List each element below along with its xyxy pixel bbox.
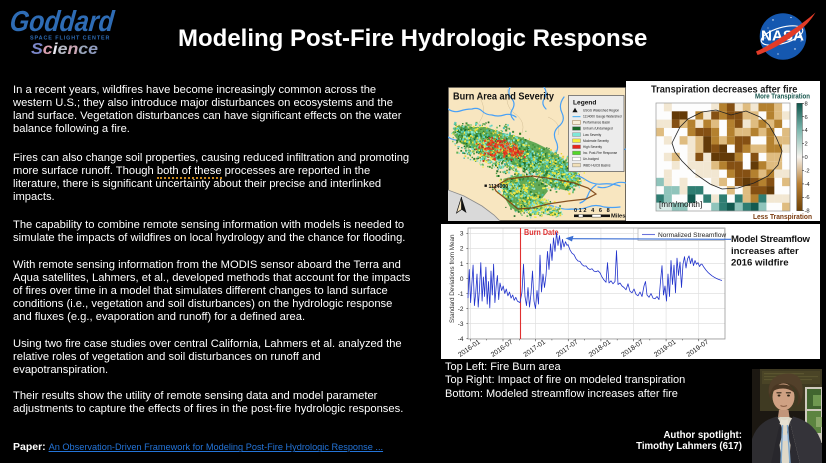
svg-text:Unburn./Undamaged: Unburn./Undamaged (583, 127, 613, 131)
svg-text:Transpiration decreases after: Transpiration decreases after fire (651, 85, 798, 96)
svg-text:Burn Date: Burn Date (524, 227, 559, 237)
svg-text:Science: Science (31, 41, 98, 58)
svg-text:1114000: 1114000 (489, 184, 509, 190)
svg-text:-2: -2 (458, 306, 464, 313)
svg-text:SPACE FLIGHT CENTER: SPACE FLIGHT CENTER (30, 36, 111, 42)
svg-text:[mm/month]: [mm/month] (659, 200, 702, 209)
svg-text:USGS Watershed Region: USGS Watershed Region (583, 108, 619, 112)
svg-text:-4: -4 (805, 182, 811, 188)
svg-text:0 1 2 4 6 8: 0 1 2 4 6 8 (574, 208, 610, 214)
svg-text:Burn Area and Severity: Burn Area and Severity (453, 90, 554, 102)
svg-text:More Transpiration: More Transpiration (755, 94, 810, 101)
svg-text:increases after: increases after (731, 246, 799, 257)
svg-text:Moderate Severity: Moderate Severity (583, 139, 609, 143)
svg-text:-1: -1 (458, 291, 464, 298)
svg-text:4: 4 (805, 128, 809, 134)
svg-text:-2: -2 (805, 168, 810, 174)
svg-text:0: 0 (805, 155, 808, 161)
svg-text:Normalized Streamflow: Normalized Streamflow (658, 232, 726, 239)
svg-text:3: 3 (460, 231, 464, 238)
svg-text:Legend: Legend (573, 100, 596, 107)
svg-text:-6: -6 (805, 195, 810, 201)
svg-text:Miles: Miles (611, 214, 626, 220)
svg-text:0: 0 (460, 276, 464, 283)
svg-text:2: 2 (460, 246, 464, 253)
svg-text:6: 6 (805, 115, 808, 121)
svg-text:-3: -3 (458, 321, 464, 328)
svg-text:Performance Basin: Performance Basin (583, 121, 610, 125)
svg-text:High Severity: High Severity (583, 145, 602, 149)
svg-text:WBD HUC8 Basins: WBD HUC8 Basins (583, 163, 611, 167)
svg-text:Standard Deviations from Mean: Standard Deviations from Mean (449, 234, 456, 323)
svg-text:-8: -8 (805, 209, 810, 215)
svg-text:2016 wildfire: 2016 wildfire (731, 257, 789, 268)
svg-text:2: 2 (805, 142, 808, 148)
svg-text:Goddard: Goddard (8, 6, 116, 38)
svg-text:1114000 Gauge Watershed: 1114000 Gauge Watershed (583, 115, 622, 119)
svg-text:Model Streamflow: Model Streamflow (731, 234, 811, 245)
svg-text:8: 8 (805, 102, 808, 108)
svg-text:Inc. Post-Fire Response: Inc. Post-Fire Response (583, 151, 617, 155)
svg-text:Low Severity: Low Severity (583, 133, 602, 137)
svg-text:-4: -4 (458, 336, 464, 343)
svg-text:Un-budged: Un-budged (583, 157, 599, 161)
svg-text:Less Transpiration: Less Transpiration (753, 212, 812, 221)
svg-text:1: 1 (460, 261, 464, 268)
